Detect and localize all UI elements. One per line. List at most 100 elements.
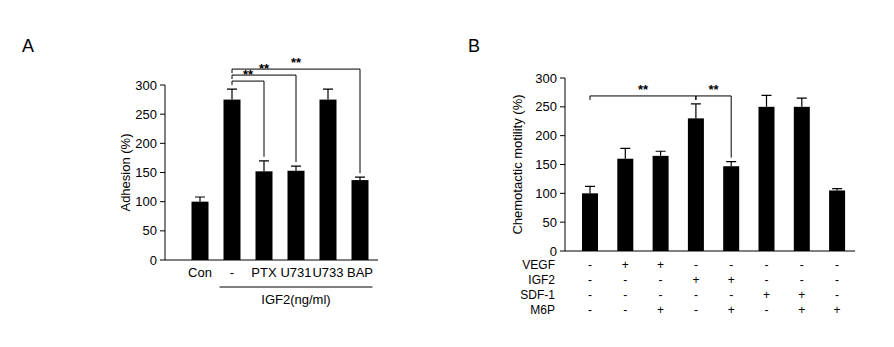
panel-title: B bbox=[468, 36, 480, 56]
error-bar bbox=[259, 161, 269, 172]
x-tick-label: BAP bbox=[347, 265, 373, 280]
y-tick-label: 250 bbox=[135, 107, 157, 122]
condition-value: - bbox=[835, 288, 839, 302]
group-line bbox=[220, 287, 373, 288]
y-tick bbox=[160, 201, 165, 202]
y-axis-label: Adhesion (%) bbox=[118, 133, 133, 211]
error-bar bbox=[195, 197, 205, 202]
figure: A050100150200250300Adhesion (%)Con-PTXU7… bbox=[0, 0, 894, 347]
y-tick-label: 150 bbox=[535, 157, 557, 172]
x-tick-label: U731 bbox=[280, 265, 311, 280]
condition-value: - bbox=[729, 288, 733, 302]
y-tick bbox=[160, 114, 165, 115]
condition-value: + bbox=[798, 303, 805, 317]
y-tick-label: 300 bbox=[535, 71, 557, 86]
condition-value: + bbox=[657, 303, 664, 317]
condition-value: - bbox=[729, 258, 733, 272]
condition-value: + bbox=[728, 303, 735, 317]
condition-value: - bbox=[694, 258, 698, 272]
significance-label: ** bbox=[638, 82, 649, 97]
error-bar bbox=[832, 189, 842, 191]
bar bbox=[723, 166, 739, 251]
condition-value: - bbox=[659, 288, 663, 302]
bar bbox=[794, 107, 810, 251]
condition-value: - bbox=[800, 258, 804, 272]
bar bbox=[759, 107, 775, 251]
y-tick bbox=[160, 143, 165, 144]
error-bar bbox=[762, 95, 772, 107]
x-axis bbox=[165, 260, 378, 261]
condition-value: - bbox=[765, 273, 769, 287]
error-bar bbox=[691, 104, 701, 118]
bar bbox=[653, 156, 669, 251]
condition-value: - bbox=[588, 303, 592, 317]
panel-1: B 0 50 100 150 200 250 300 Chemotactic motility … bbox=[468, 36, 855, 317]
y-tick-label: 100 bbox=[135, 194, 157, 209]
condition-value: - bbox=[588, 273, 592, 287]
y-tick-label: 50 bbox=[543, 215, 557, 230]
background bbox=[0, 0, 894, 347]
significance-bracket bbox=[232, 69, 360, 173]
y-tick-label: 200 bbox=[535, 128, 557, 143]
condition-value: + bbox=[728, 273, 735, 287]
condition-value: - bbox=[800, 273, 804, 287]
y-tick-label: 200 bbox=[135, 136, 157, 151]
condition-value: - bbox=[623, 288, 627, 302]
condition-value: - bbox=[588, 258, 592, 272]
significance-bracket bbox=[232, 75, 296, 162]
bar bbox=[288, 171, 305, 260]
bar bbox=[829, 190, 845, 251]
y-axis-label: Chemotactic motility (%) bbox=[510, 94, 525, 234]
x-tick-label: PTX bbox=[251, 265, 277, 280]
condition-name: IGF2 bbox=[528, 273, 555, 287]
condition-value: + bbox=[622, 258, 629, 272]
condition-name: VEGF bbox=[522, 258, 555, 272]
significance-bracket bbox=[696, 96, 731, 158]
group-label: IGF2(ng/ml) bbox=[261, 292, 330, 307]
condition-value: + bbox=[763, 288, 770, 302]
y-tick bbox=[560, 106, 565, 107]
significance-label: ** bbox=[291, 55, 302, 70]
bar bbox=[617, 159, 633, 251]
condition-value: - bbox=[835, 258, 839, 272]
error-bar bbox=[323, 89, 333, 100]
panel-0: A050100150200250300Adhesion (%)Con-PTXU7… bbox=[22, 36, 378, 307]
error-bar bbox=[656, 151, 666, 156]
error-bar bbox=[620, 148, 630, 158]
condition-value: - bbox=[835, 273, 839, 287]
condition-value: - bbox=[623, 303, 627, 317]
condition-name: SDF-1 bbox=[520, 288, 555, 302]
x-tick-label: - bbox=[230, 265, 234, 280]
condition-value: - bbox=[765, 303, 769, 317]
bar bbox=[256, 171, 273, 260]
y-tick-label: 150 bbox=[135, 165, 157, 180]
y-tick bbox=[560, 164, 565, 165]
condition-value: - bbox=[765, 258, 769, 272]
y-tick bbox=[560, 78, 565, 79]
bar bbox=[688, 118, 704, 251]
bar bbox=[192, 202, 209, 260]
y-tick-label: 0 bbox=[550, 244, 557, 259]
y-tick-label: 0 bbox=[150, 253, 157, 268]
y-tick-label: 100 bbox=[535, 186, 557, 201]
y-tick bbox=[160, 85, 165, 86]
y-tick bbox=[560, 222, 565, 223]
condition-value: + bbox=[798, 288, 805, 302]
condition-name: M6P bbox=[530, 303, 555, 317]
condition-value: + bbox=[692, 273, 699, 287]
x-tick-label: U733 bbox=[312, 265, 343, 280]
condition-value: - bbox=[623, 273, 627, 287]
error-bar bbox=[227, 89, 237, 100]
significance-bracket bbox=[232, 81, 264, 157]
x-tick-label: Con bbox=[188, 265, 212, 280]
error-bar bbox=[355, 177, 365, 180]
condition-value: - bbox=[694, 288, 698, 302]
y-tick-label: 250 bbox=[535, 99, 557, 114]
error-bar bbox=[797, 98, 807, 107]
bar bbox=[582, 193, 598, 251]
y-tick bbox=[160, 230, 165, 231]
error-bar bbox=[726, 162, 736, 167]
error-bar bbox=[291, 166, 301, 171]
condition-value: - bbox=[694, 303, 698, 317]
x-axis bbox=[565, 251, 855, 252]
